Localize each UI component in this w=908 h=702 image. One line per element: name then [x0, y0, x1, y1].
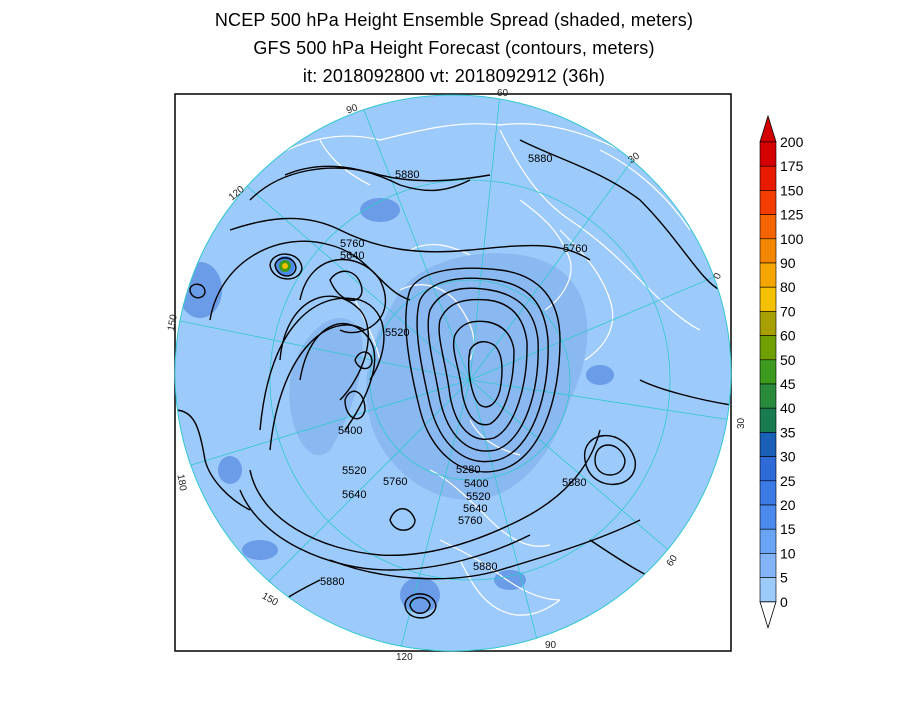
- colorbar-swatch: [759, 480, 777, 506]
- contour-label: 5520: [466, 491, 490, 503]
- colorbar-swatch: [759, 553, 777, 578]
- colorbar-tick-label: 10: [780, 545, 796, 561]
- contour-label: 5760: [563, 243, 587, 255]
- colorbar-tick-label: 45: [780, 376, 796, 392]
- colorbar-tick-label: 15: [780, 521, 796, 537]
- colorbar-swatch: [759, 286, 777, 312]
- contour-label: 5880: [473, 561, 497, 573]
- spread-patch-atlantic: [494, 570, 526, 590]
- colorbar-tick-label: 5: [780, 570, 788, 586]
- colorbar-tick-label: 50: [780, 352, 796, 368]
- spread-patch-north: [360, 198, 400, 222]
- colorbar-tick-label: 200: [780, 134, 804, 150]
- colorbar-tick-label: 150: [780, 182, 804, 198]
- map-disk-edge: [174, 94, 732, 652]
- contour-label: 5280: [456, 464, 480, 476]
- title-line-3: it: 2018092800 vt: 2018092912 (36h): [302, 66, 606, 86]
- contour-label: 5640: [342, 489, 366, 501]
- colorbar-swatch: [759, 577, 777, 603]
- contour-label: 5880: [528, 153, 552, 165]
- colorbar-tick-label: 30: [780, 449, 796, 465]
- colorbar-tick-label: 100: [780, 231, 804, 247]
- colorbar-swatch: [759, 359, 777, 385]
- colorbar-tick-label: 80: [780, 279, 796, 295]
- longitude-label: 120: [396, 652, 413, 663]
- graticule: [175, 95, 731, 651]
- contour-label: 5880: [395, 169, 419, 181]
- colorbar-tick-label: 90: [780, 255, 796, 271]
- contour-label: 5640: [463, 503, 487, 515]
- colorbar-tick-label: 40: [780, 400, 796, 416]
- colorbar-swatch: [759, 432, 777, 457]
- colorbar-tick-label: 175: [780, 158, 804, 174]
- longitude-label: 90: [545, 640, 557, 651]
- spread-patch-sw: [242, 540, 278, 560]
- longitude-label: 90: [345, 102, 360, 116]
- colorbar-swatch: [759, 165, 777, 191]
- spread-hotspot-peak: [282, 263, 288, 269]
- contour-label-group: 5880 5880 5760 5640 5760 5520 5400 5520 …: [320, 153, 587, 588]
- contour-label: 5760: [340, 238, 364, 250]
- title-line-2: GFS 500 hPa Height Forecast (contours, m…: [253, 38, 655, 58]
- colorbar-tick-label: 25: [780, 473, 796, 489]
- colorbar-top-arrow: [759, 114, 777, 143]
- longitude-label: 150: [166, 313, 180, 332]
- colorbar-swatch: [759, 456, 777, 482]
- colorbar-swatch: [759, 262, 777, 288]
- colorbar-tick-label: 125: [780, 207, 804, 223]
- colorbar-swatch: [759, 311, 777, 336]
- spread-patch-east: [586, 365, 614, 385]
- height-contours: [175, 139, 731, 621]
- longitude-label: 0: [712, 271, 725, 281]
- title-line-1: NCEP 500 hPa Height Ensemble Spread (sha…: [214, 10, 694, 30]
- colorbar-swatch: [759, 504, 777, 530]
- colorbar-tick-label: 0: [780, 594, 788, 610]
- colorbar-swatch: [759, 383, 777, 409]
- colorbar-tick-label: 70: [780, 303, 796, 319]
- contour-label: 5760: [383, 476, 407, 488]
- colorbar-swatch: [759, 141, 777, 167]
- colorbar-tick-label: 60: [780, 328, 796, 344]
- contour-label: 5760: [458, 515, 482, 527]
- colorbar-swatch: [759, 190, 777, 215]
- spread-patch-180: [218, 456, 242, 484]
- colorbar-swatch: [759, 214, 777, 240]
- longitude-label: 30: [736, 417, 747, 429]
- contour-label: 5400: [338, 425, 362, 437]
- colorbar-swatch: [759, 407, 777, 433]
- longitude-label: 60: [497, 88, 509, 99]
- spread-shading: 5880 5880 5760 5640 5760 5520 5400 5520 …: [175, 95, 731, 651]
- colorbar-swatch: [759, 335, 777, 361]
- longitude-label: 180: [174, 473, 188, 492]
- contour-label: 5880: [320, 576, 344, 588]
- colorbar-tick-label: 20: [780, 497, 796, 513]
- colorbar-swatch: [759, 238, 777, 264]
- colorbar-tick-label: 35: [780, 424, 796, 440]
- contour-label: 5880: [562, 477, 586, 489]
- coastlines: [269, 123, 701, 616]
- contour-label: 5640: [340, 250, 364, 262]
- contour-label: 5520: [385, 327, 409, 339]
- contour-label: 5520: [342, 465, 366, 477]
- colorbar-bottom-arrow: [759, 601, 777, 630]
- colorbar-swatch: [759, 528, 777, 554]
- contour-label: 5400: [464, 478, 488, 490]
- colorbar: 2001751501251009080706050454035302520151…: [759, 114, 804, 630]
- spread-land-shade: [366, 253, 588, 500]
